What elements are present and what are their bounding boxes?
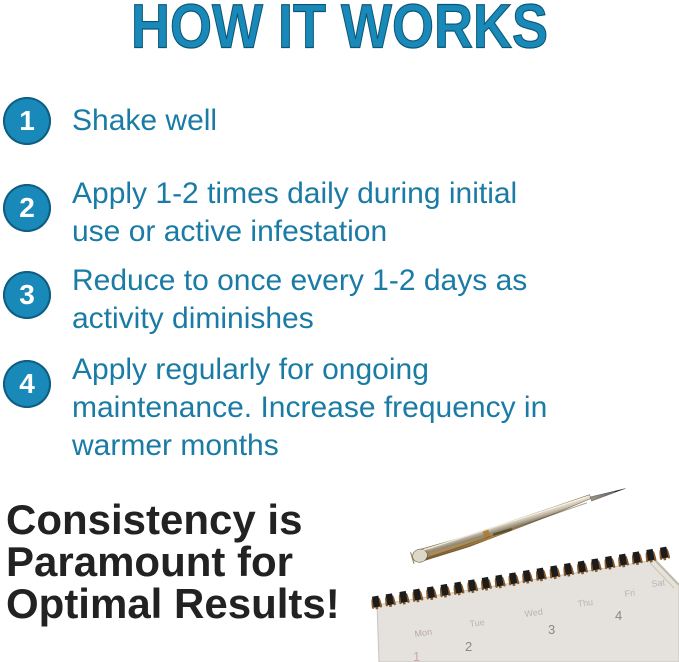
svg-text:Tue: Tue xyxy=(469,617,485,629)
svg-text:Wed: Wed xyxy=(524,607,544,619)
svg-text:3: 3 xyxy=(548,622,555,637)
svg-text:Thu: Thu xyxy=(577,597,594,609)
svg-text:1: 1 xyxy=(413,649,420,662)
svg-text:2: 2 xyxy=(465,639,472,654)
svg-text:4: 4 xyxy=(615,608,622,623)
svg-text:Fri: Fri xyxy=(624,588,636,599)
svg-text:Mon: Mon xyxy=(414,627,433,639)
svg-text:Sat: Sat xyxy=(651,577,666,589)
